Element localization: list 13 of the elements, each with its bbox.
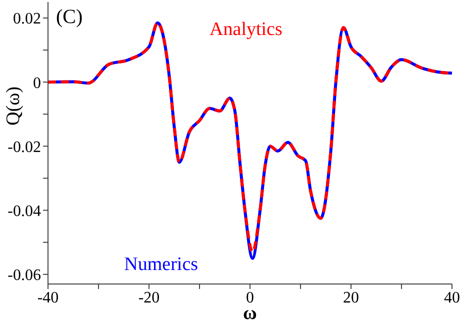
x-tick-label: 40	[444, 289, 460, 306]
x-tick-label: 20	[343, 289, 359, 306]
text: Numerics	[124, 254, 198, 276]
y-tick-label: -0.02	[8, 138, 41, 156]
x-tick-label: -20	[138, 289, 160, 306]
x-tick-label: -40	[37, 289, 59, 306]
y-tick-label: -0.04	[8, 202, 41, 220]
y-tick-label: 0.02	[13, 10, 41, 28]
text: Analytics	[210, 19, 282, 42]
y-tick-label: -0.06	[8, 267, 41, 284]
y-tick-label: 0	[33, 74, 41, 92]
annotation: (C)	[56, 6, 83, 29]
y-axis-title: Q(ω)	[3, 86, 24, 126]
